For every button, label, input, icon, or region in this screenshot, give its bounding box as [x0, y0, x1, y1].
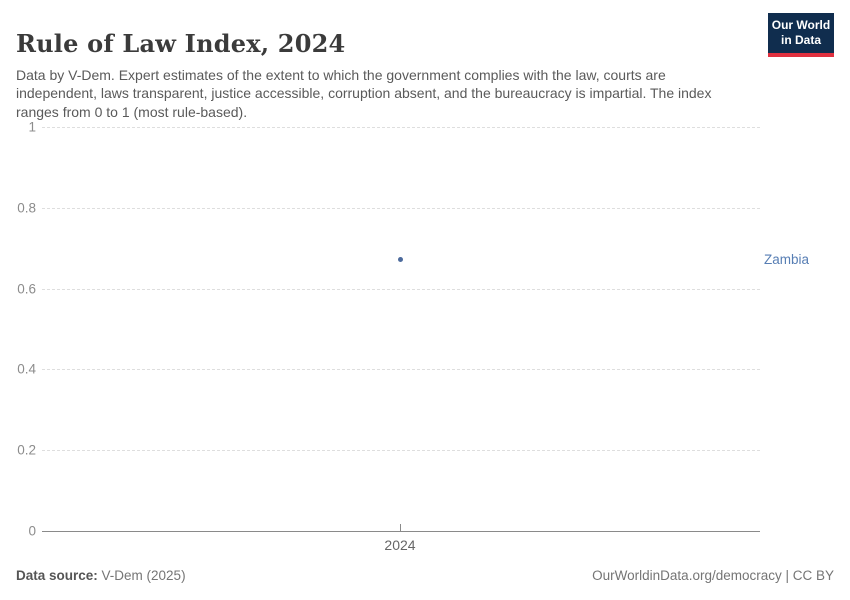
data-point-zambia-2024[interactable]: [398, 257, 403, 262]
x-tick-mark: [400, 524, 401, 531]
page-title: Rule of Law Index, 2024: [16, 29, 346, 59]
y-tick-label: 0.6: [17, 281, 36, 297]
gridline: [42, 127, 760, 128]
entity-label-zambia[interactable]: Zambia: [764, 252, 810, 267]
owid-logo-line2: in Data: [780, 33, 821, 48]
gridline: [42, 289, 760, 290]
y-tick-label: 0.4: [17, 361, 36, 377]
y-tick-label: 0: [28, 523, 36, 539]
credit-link[interactable]: OurWorldinData.org/democracy | CC BY: [592, 568, 834, 583]
gridline: [42, 208, 760, 209]
data-source-label: Data source:: [16, 568, 98, 583]
data-source-note: Data source: V-Dem (2025): [16, 568, 186, 583]
x-tick-label: 2024: [384, 537, 416, 553]
y-tick-label: 0.2: [17, 442, 36, 458]
owid-logo-line1: Our World: [771, 18, 831, 32]
x-axis-line: [42, 531, 760, 532]
owid-logo[interactable]: Our World in Data: [768, 13, 834, 57]
y-tick-label: 1: [28, 119, 36, 135]
chart-subtitle: Data by V-Dem. Expert estimates of the e…: [16, 67, 712, 120]
y-tick-label: 0.8: [17, 200, 36, 216]
data-source-value: V-Dem (2025): [97, 568, 186, 583]
gridline: [42, 369, 760, 370]
gridline: [42, 450, 760, 451]
